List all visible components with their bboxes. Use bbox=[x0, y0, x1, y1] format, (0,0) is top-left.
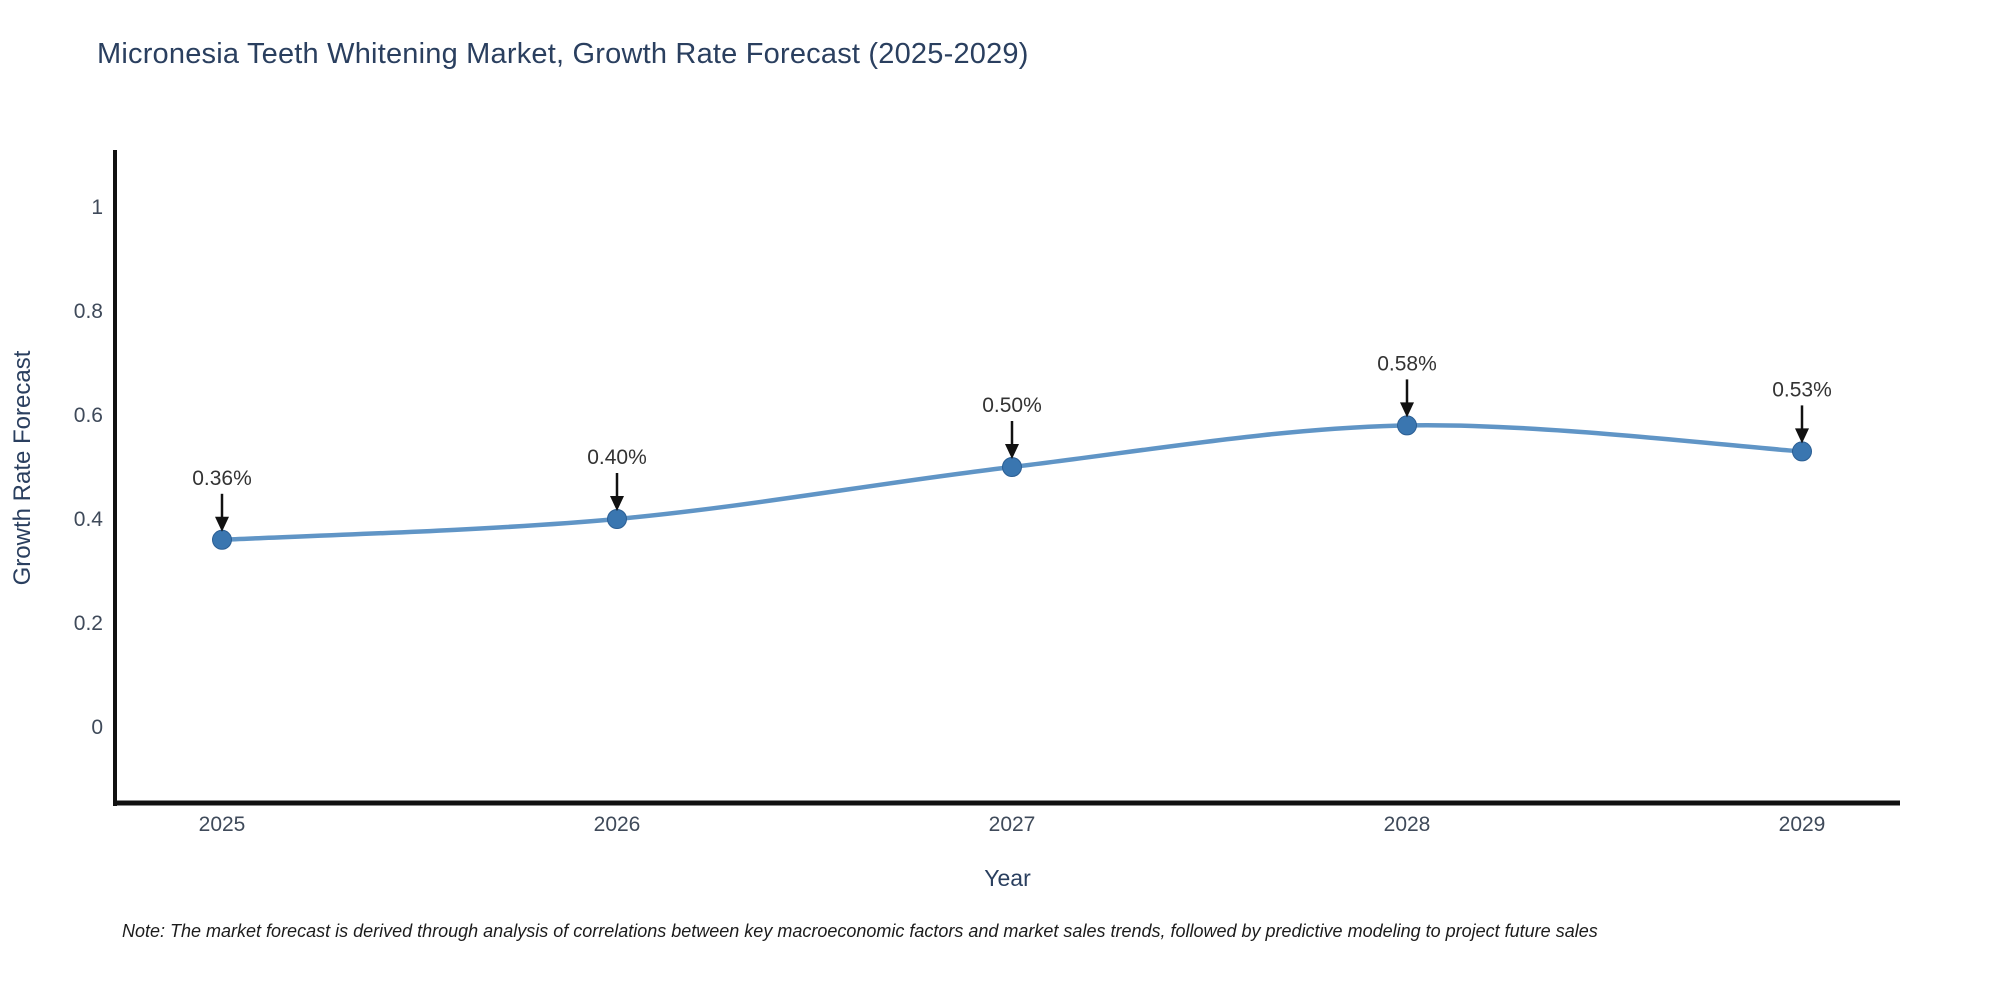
annotation-arrowhead bbox=[215, 516, 229, 532]
annotation-label: 0.40% bbox=[587, 446, 647, 469]
annotation-label: 0.58% bbox=[1377, 352, 1437, 375]
data-point-marker bbox=[212, 529, 232, 550]
y-tick-label: 0.2 bbox=[74, 612, 103, 635]
footnote: Note: The market forecast is derived thr… bbox=[122, 921, 1598, 941]
y-tick-label: 0.6 bbox=[74, 404, 103, 427]
y-tick-label: 0.8 bbox=[74, 300, 103, 323]
x-tick-label: 2029 bbox=[1779, 813, 1826, 836]
y-tick-label: 0 bbox=[91, 716, 103, 739]
x-tick-label: 2025 bbox=[199, 813, 246, 836]
x-axis-title: Year bbox=[984, 865, 1031, 891]
y-tick-label: 0.4 bbox=[74, 508, 104, 531]
annotation-label: 0.53% bbox=[1772, 378, 1832, 401]
data-point-marker bbox=[1002, 457, 1022, 477]
annotation-label: 0.50% bbox=[982, 394, 1042, 417]
x-tick-label: 2027 bbox=[989, 813, 1036, 836]
data-point-marker bbox=[607, 509, 627, 529]
annotation-arrowhead bbox=[1005, 444, 1019, 459]
annotation-arrowhead bbox=[1400, 402, 1414, 418]
y-axis-title: Growth Rate Forecast bbox=[9, 350, 36, 585]
annotation-label: 0.36% bbox=[192, 467, 252, 490]
x-tick-label: 2028 bbox=[1384, 813, 1431, 836]
annotation-arrowhead bbox=[610, 496, 624, 511]
annotation-arrowhead bbox=[1795, 428, 1809, 444]
data-point-marker bbox=[1792, 441, 1812, 462]
chart-title: Micronesia Teeth Whitening Market, Growt… bbox=[97, 38, 1029, 70]
y-tick-label: 1 bbox=[91, 196, 103, 219]
x-tick-label: 2026 bbox=[594, 813, 641, 836]
data-point-marker bbox=[1397, 415, 1417, 436]
